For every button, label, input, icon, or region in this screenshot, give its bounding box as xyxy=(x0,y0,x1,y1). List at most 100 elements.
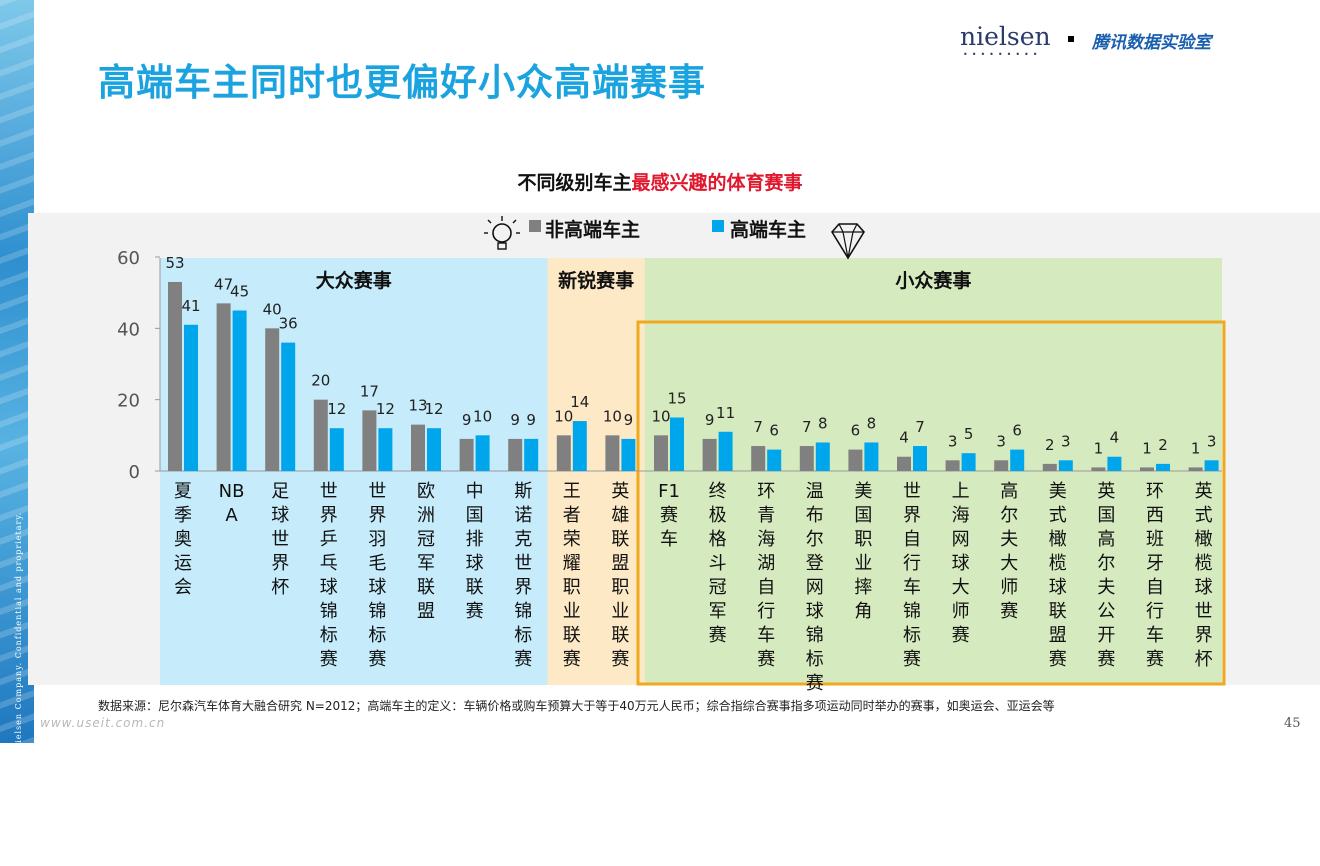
bar-premium xyxy=(1204,460,1219,471)
category-label: 世 xyxy=(368,481,386,502)
bar-non-premium xyxy=(605,435,620,471)
category-label: 赛 xyxy=(320,649,338,670)
category-label: 界 xyxy=(320,505,338,526)
bar-non-premium xyxy=(508,438,523,471)
category-label: 者 xyxy=(563,505,581,526)
value-label: 4 xyxy=(1110,429,1120,447)
category-label: 赛 xyxy=(1049,649,1067,670)
value-label: 10 xyxy=(554,407,573,425)
category-label: 联 xyxy=(466,577,484,598)
category-label: 赛 xyxy=(1000,601,1018,622)
chart-title-prefix: 不同级别车主 xyxy=(517,172,632,194)
y-tick-label: 60 xyxy=(117,248,140,269)
bar-non-premium xyxy=(1042,463,1057,471)
value-label: 3 xyxy=(1207,432,1217,450)
category-label: 球 xyxy=(1195,577,1213,598)
category-label: 标 xyxy=(320,625,338,646)
bar-non-premium xyxy=(411,424,425,471)
category-label: 球 xyxy=(806,601,824,622)
bar-non-premium xyxy=(459,438,474,471)
value-label: 1 xyxy=(1094,439,1104,457)
category-label: 锦 xyxy=(806,625,824,646)
category-label: 赛 xyxy=(709,625,727,646)
chart-title: 不同级别车主最感兴趣的体育赛事 xyxy=(0,168,1320,195)
page-number: 45 xyxy=(1284,716,1301,731)
value-label: 1 xyxy=(1191,439,1201,457)
category-label: 橄 xyxy=(1195,529,1213,550)
group-label: 新锐赛事 xyxy=(558,269,634,292)
category-label: 自 xyxy=(757,577,775,598)
category-label: 乒 xyxy=(320,529,338,550)
value-label: 40 xyxy=(263,300,282,318)
value-label: 1 xyxy=(1142,439,1152,457)
category-label: 赛 xyxy=(806,673,824,694)
nielsen-logo: nielsen xyxy=(960,22,1051,51)
category-label: 橄 xyxy=(1049,529,1067,550)
category-label: 球 xyxy=(320,577,338,598)
category-label: 盟 xyxy=(1049,625,1067,646)
source-note: 数据来源：尼尔森汽车体育大融合研究 N=2012；高端车主的定义：车辆价格或购车… xyxy=(98,699,1055,713)
category-label: 锦 xyxy=(903,601,921,622)
category-label: 业 xyxy=(563,601,581,622)
category-label: 夫 xyxy=(1097,577,1115,598)
chart-title-highlight: 最感兴趣的体育赛事 xyxy=(631,172,803,194)
category-label: 标 xyxy=(806,649,824,670)
value-label: 12 xyxy=(376,400,395,418)
category-label: 球 xyxy=(271,505,289,526)
category-label: 自 xyxy=(1146,577,1164,598)
value-label: 20 xyxy=(311,372,330,390)
category-label: 英 xyxy=(611,481,629,502)
category-label: 排 xyxy=(466,529,484,550)
bar-premium xyxy=(718,431,733,471)
category-label: 克 xyxy=(514,529,532,550)
category-label: 师 xyxy=(952,601,970,622)
category-label: 大 xyxy=(1000,553,1018,574)
category-label: 温 xyxy=(806,481,824,502)
value-label: 11 xyxy=(716,404,735,422)
value-label: 3 xyxy=(1061,432,1071,450)
y-tick-label: 40 xyxy=(117,319,140,340)
category-label: 湖 xyxy=(757,553,775,574)
value-label: 6 xyxy=(851,422,861,440)
value-label: 41 xyxy=(181,297,200,315)
value-label: 9 xyxy=(462,411,472,429)
category-label: 赛 xyxy=(514,649,532,670)
y-tick-label: 20 xyxy=(117,391,140,412)
category-label: 国 xyxy=(854,505,872,526)
value-label: 13 xyxy=(408,397,427,415)
category-label: 运 xyxy=(174,553,192,574)
category-label: 夏 xyxy=(174,481,192,502)
category-label: 季 xyxy=(174,505,192,526)
value-label: 47 xyxy=(214,275,233,293)
bar-premium xyxy=(670,417,684,471)
category-label: 盟 xyxy=(611,553,629,574)
value-label: 9 xyxy=(624,411,634,429)
category-label: 尔 xyxy=(1097,553,1115,574)
category-label: 欧 xyxy=(417,481,435,502)
lightbulb-ray xyxy=(487,219,492,224)
category-label: 班 xyxy=(1146,529,1164,550)
value-label: 45 xyxy=(230,283,249,301)
group-label: 大众赛事 xyxy=(316,269,392,292)
category-label: 斯 xyxy=(514,481,532,502)
bar-premium xyxy=(767,449,782,471)
y-tick-label: 0 xyxy=(129,462,140,483)
bar-non-premium xyxy=(216,303,231,471)
bar-non-premium xyxy=(654,435,668,471)
bar-non-premium xyxy=(1188,467,1203,471)
category-label: 美 xyxy=(1049,481,1067,502)
category-label: 业 xyxy=(854,553,872,574)
lightbulb-glass xyxy=(492,223,512,243)
category-label: 格 xyxy=(709,529,727,550)
legend-swatch-non-premium xyxy=(529,220,541,232)
bar-non-premium xyxy=(313,399,328,471)
category-label: 大 xyxy=(952,577,970,598)
bar-premium xyxy=(524,438,539,471)
category-label: 极 xyxy=(709,505,727,526)
value-label: 9 xyxy=(510,411,520,429)
category-label: 赛 xyxy=(1146,649,1164,670)
category-label: 尔 xyxy=(1000,505,1018,526)
bar-non-premium xyxy=(1091,467,1106,471)
category-label: 球 xyxy=(368,577,386,598)
value-label: 7 xyxy=(753,418,763,436)
